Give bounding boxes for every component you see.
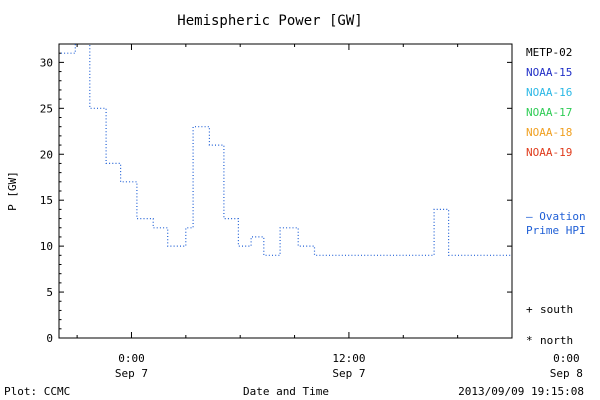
y-tick-label: 0 [46, 332, 53, 345]
legend-south-symbol: + [526, 303, 533, 316]
y-tick-label: 5 [46, 286, 53, 299]
x-axis-label: Date and Time [243, 385, 329, 398]
legend-noaa-15: NOAA-15 [526, 66, 572, 79]
x-tick-date-label: Sep 8 [550, 367, 583, 380]
ovation-legend: — Ovation Prime HPI [526, 210, 586, 237]
x-tick-date-label: Sep 7 [332, 367, 365, 380]
plot-frame [58, 43, 513, 339]
ovation-legend-label-1: — Ovation [526, 210, 586, 223]
y-tick-label: 25 [40, 102, 53, 115]
legend-noaa-18: NOAA-18 [526, 126, 572, 139]
x-tick-time-label: 12:00 [332, 352, 365, 365]
x-tick-time-label: 0:00 [553, 352, 580, 365]
y-tick-label: 30 [40, 56, 53, 69]
legend-noaa-19: NOAA-19 [526, 146, 572, 159]
legend-noaa-17: NOAA-17 [526, 106, 572, 119]
generation-timestamp: 2013/09/09 19:15:08 [458, 385, 584, 398]
plot-credit: Plot: CCMC [4, 385, 70, 398]
x-tick-time-label: 0:00 [118, 352, 145, 365]
satellite-legend: METP-02 NOAA-15 NOAA-16 NOAA-17 NOAA-18 NOAA-… [526, 46, 572, 159]
y-axis-label: P [GW] [6, 171, 19, 211]
legend-north-label: north [540, 334, 573, 347]
legend-south-label: south [540, 303, 573, 316]
y-tick-label: 10 [40, 240, 53, 253]
chart-title: Hemispheric Power [GW] [177, 13, 362, 29]
marker-legend: + south * north [526, 303, 573, 347]
x-tick-date-label: Sep 7 [115, 367, 148, 380]
ovation-prime-series [59, 44, 512, 256]
y-tick-label: 20 [40, 148, 53, 161]
legend-metp-02: METP-02 [526, 46, 572, 59]
legend-north-symbol: * [526, 334, 533, 347]
legend-noaa-16: NOAA-16 [526, 86, 572, 99]
y-tick-label: 15 [40, 194, 53, 207]
ovation-legend-label-2: Prime HPI [526, 224, 586, 237]
y-axis: 0 5 10 15 20 25 30 [40, 52, 512, 345]
